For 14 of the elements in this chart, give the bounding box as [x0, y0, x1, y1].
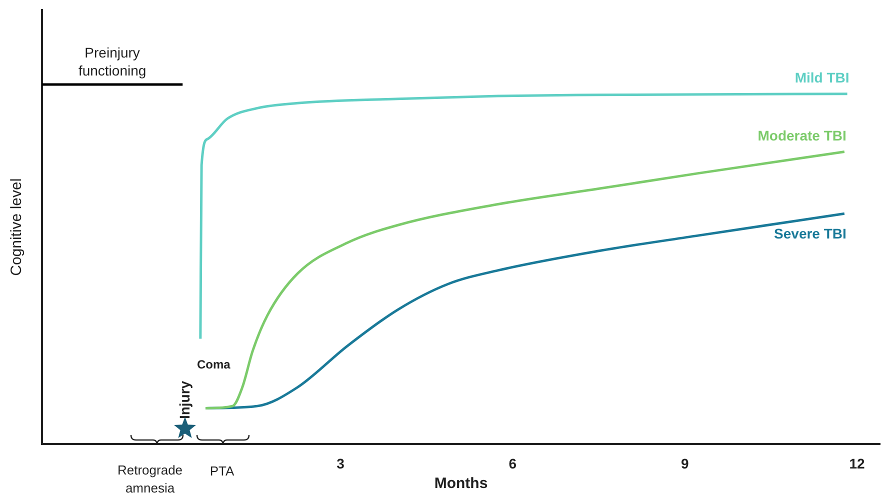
series-label: Severe TBI [774, 225, 846, 242]
x-tick-label: 6 [508, 455, 517, 472]
text: PTA [210, 464, 234, 479]
annotation: Injury [176, 380, 192, 420]
x-tick-label: 3 [336, 455, 345, 472]
annotation: Coma [196, 357, 231, 372]
y-axis-title: Cognitive level [8, 178, 26, 276]
series-label: Moderate TBI [758, 128, 846, 144]
text: Retrograde amnesia [117, 462, 183, 496]
series-label: Preinjury functioning [78, 44, 146, 78]
x-tick-label: 12 [849, 455, 866, 472]
x-tick-label: 9 [680, 455, 689, 472]
x-axis-title: Months [434, 475, 488, 492]
series-label: Mild TBI [794, 70, 850, 86]
